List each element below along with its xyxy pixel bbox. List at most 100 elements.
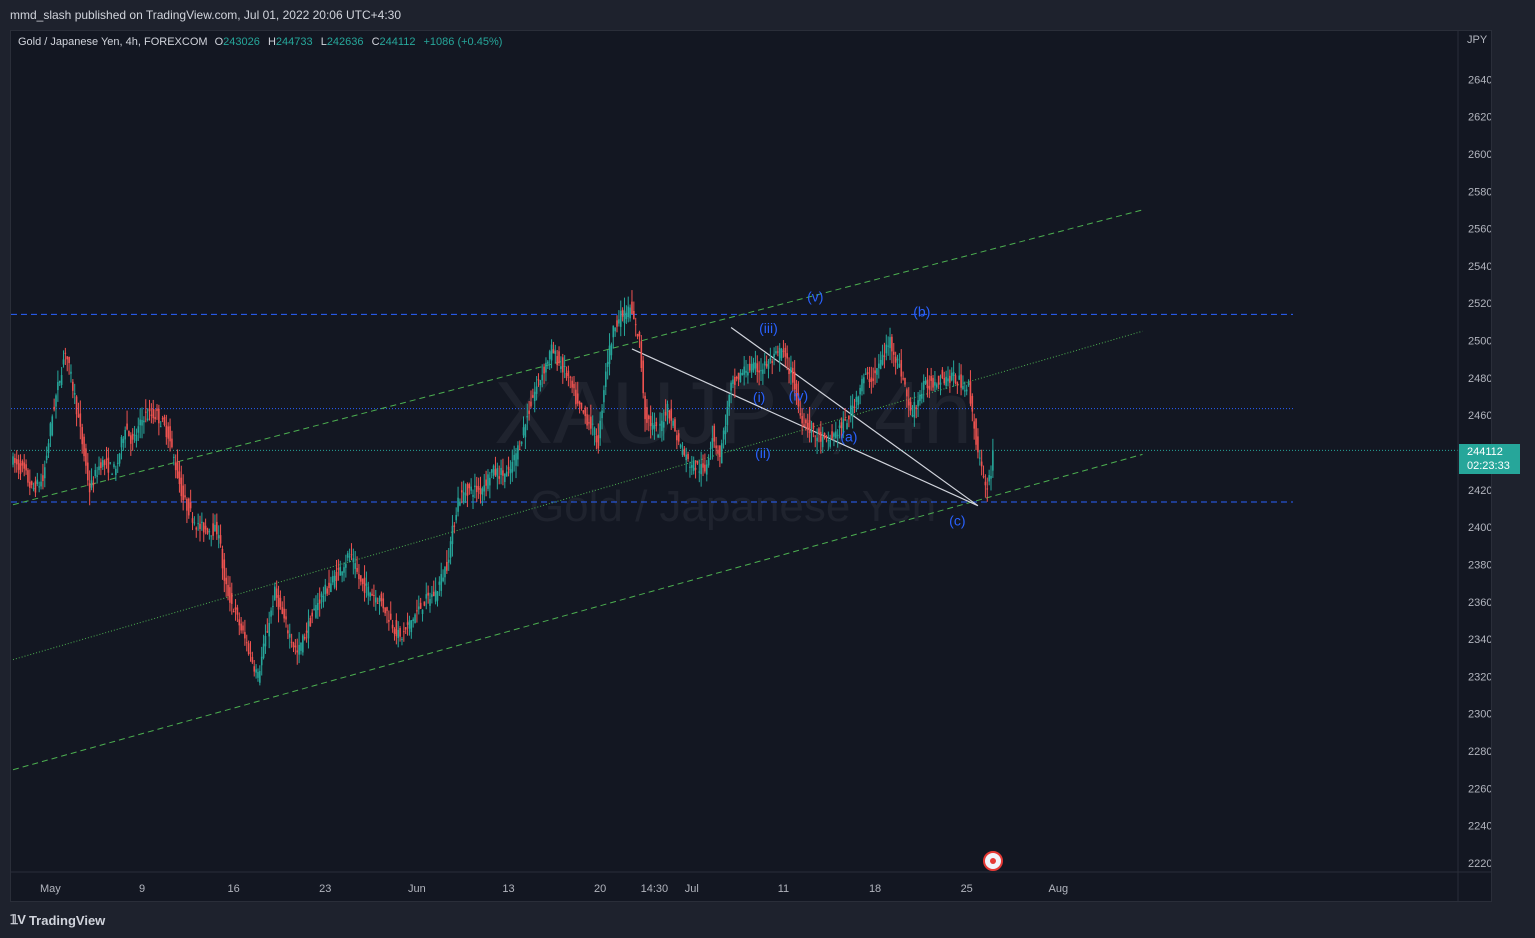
- candle: [146, 408, 149, 422]
- candle: [165, 414, 168, 445]
- candle: [849, 395, 852, 423]
- candle: [171, 430, 173, 449]
- candle: [590, 404, 592, 435]
- candle: [980, 449, 983, 476]
- candle: [909, 397, 912, 416]
- candle: [133, 425, 136, 443]
- candle: [221, 545, 224, 580]
- candle: [128, 430, 130, 437]
- candle: [163, 414, 166, 427]
- candle: [919, 390, 921, 406]
- channel-mid: [12, 330, 1143, 661]
- candle: [808, 406, 811, 443]
- candle: [199, 515, 201, 542]
- candle: [240, 617, 242, 634]
- candle: [935, 382, 938, 390]
- price-axis[interactable]: 264000 262000 260000 258000 256000 254000 2520…: [1468, 74, 1491, 870]
- legend-high-label: H: [267, 36, 276, 48]
- candle: [421, 609, 424, 622]
- time-tick-label: 25: [961, 883, 973, 895]
- candle: [406, 612, 409, 636]
- price-tick-label: 236000: [1468, 597, 1491, 609]
- candle: [511, 449, 514, 482]
- price-tick-label: 252000: [1468, 298, 1491, 310]
- candle: [451, 515, 454, 557]
- candle: [313, 598, 315, 611]
- candle: [176, 449, 179, 479]
- candle: [36, 472, 39, 487]
- candle: [743, 356, 745, 386]
- candle: [204, 518, 207, 535]
- candle: [644, 392, 646, 432]
- candle: [361, 578, 364, 592]
- candle: [115, 465, 117, 481]
- candle: [621, 307, 624, 322]
- candle: [197, 513, 199, 531]
- candle: [236, 604, 239, 622]
- candle: [73, 383, 76, 405]
- candle: [691, 455, 693, 476]
- time-tick-label: May: [40, 883, 61, 895]
- target-icon[interactable]: [983, 851, 1003, 871]
- chart-frame[interactable]: XAUJPY, 4h Gold / Japanese Yen (i) (ii) (i…: [10, 30, 1492, 902]
- candle: [806, 413, 809, 438]
- candle: [75, 395, 78, 427]
- candle: [440, 562, 443, 597]
- candle: [704, 453, 706, 474]
- candle: [593, 426, 596, 446]
- candle: [260, 646, 263, 676]
- price-tick-label: 262000: [1468, 112, 1491, 124]
- symbol-legend[interactable]: Gold / Japanese Yen, 4h, FOREXCOM O24302…: [18, 36, 502, 48]
- candle: [642, 355, 644, 399]
- candle: [965, 384, 968, 396]
- candle: [354, 551, 357, 579]
- price-tick-label: 232000: [1468, 671, 1491, 683]
- candle: [836, 429, 839, 448]
- tradingview-brand[interactable]: 𝟙V TradingView: [10, 912, 105, 928]
- candle: [330, 576, 332, 593]
- candle: [530, 390, 532, 409]
- candle: [904, 377, 906, 387]
- candle: [812, 422, 815, 438]
- candle: [548, 349, 551, 370]
- candle: [268, 611, 270, 649]
- candle: [262, 634, 265, 660]
- candle: [380, 591, 383, 607]
- candle: [143, 416, 145, 434]
- candle: [537, 373, 540, 387]
- candle: [892, 342, 895, 367]
- candle: [34, 476, 37, 498]
- candle: [737, 372, 740, 387]
- candle: [461, 481, 463, 504]
- candle: [346, 550, 349, 562]
- candle: [158, 404, 160, 436]
- candle: [715, 436, 717, 455]
- candle: [586, 406, 588, 429]
- candle: [25, 459, 27, 475]
- candle: [934, 370, 936, 392]
- candle: [305, 622, 308, 643]
- price-chart[interactable]: XAUJPY, 4h Gold / Japanese Yen (i)(ii)(i…: [11, 31, 1491, 901]
- candle: [272, 595, 274, 616]
- legend-open: 243026: [223, 36, 260, 48]
- candle: [232, 608, 235, 613]
- candle: [633, 301, 635, 320]
- candle: [926, 368, 929, 398]
- candle: [29, 469, 31, 496]
- time-axis[interactable]: May 9 16 23 Jun 13 20 14:30 Jul 11 18 25 Aug: [40, 883, 1068, 895]
- wave-label: (ii): [755, 445, 771, 461]
- candle: [311, 609, 313, 624]
- candle: [401, 637, 403, 646]
- candle: [517, 441, 519, 467]
- candle: [610, 342, 613, 360]
- candle: [169, 418, 171, 452]
- candle: [287, 624, 289, 640]
- tradingview-logo-icon: 𝟙V: [10, 912, 26, 927]
- candle: [797, 381, 800, 414]
- candle: [223, 552, 226, 593]
- candle: [404, 627, 407, 634]
- candle: [863, 373, 865, 395]
- candle: [434, 577, 437, 605]
- candle: [191, 512, 194, 531]
- candle: [195, 526, 198, 538]
